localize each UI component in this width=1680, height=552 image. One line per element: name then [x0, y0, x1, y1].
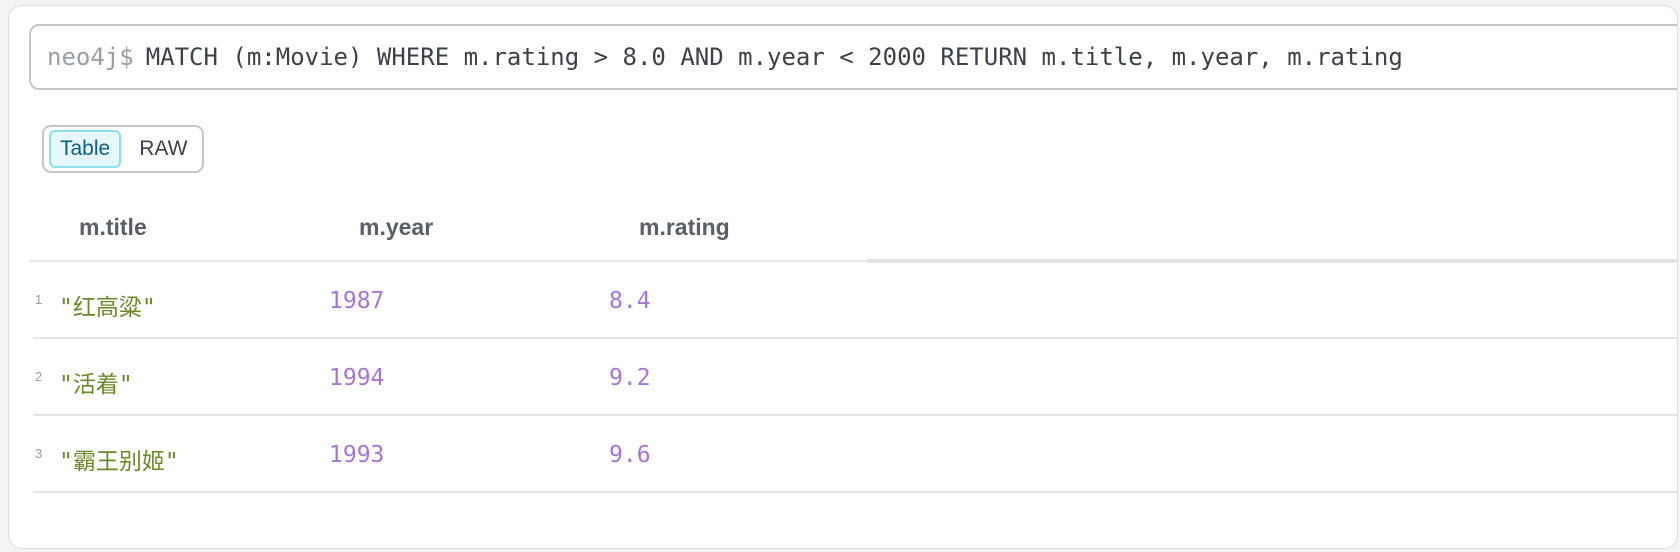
- row-divider: [33, 414, 1677, 416]
- view-toggle: Table RAW: [42, 125, 205, 173]
- header-divider: [29, 260, 869, 262]
- row-index: 1: [35, 292, 43, 307]
- header-divider-right: [867, 259, 1677, 263]
- cell-rating: 8.4: [609, 288, 651, 314]
- row-index: 3: [35, 446, 43, 461]
- query-prompt: neo4j$: [47, 43, 134, 71]
- query-editor[interactable]: neo4j$ MATCH (m:Movie) WHERE m.rating > …: [29, 24, 1677, 90]
- row-divider: [33, 337, 1677, 339]
- cell-year: 1994: [329, 365, 385, 391]
- tab-raw[interactable]: RAW: [139, 137, 188, 160]
- column-header-year: m.year: [359, 214, 434, 240]
- column-header-title: m.title: [79, 214, 147, 240]
- cell-year: 1993: [329, 442, 385, 468]
- table-row: 1 "红高粱" 1987 8.4: [29, 262, 1677, 339]
- cell-title: "活着": [59, 372, 133, 398]
- row-index: 2: [35, 369, 43, 384]
- cell-title: "红高粱": [59, 295, 156, 321]
- cell-rating: 9.2: [609, 365, 651, 391]
- result-card: neo4j$ MATCH (m:Movie) WHERE m.rating > …: [8, 5, 1678, 549]
- row-divider: [33, 491, 1677, 493]
- table-row: 3 "霸王别姬" 1993 9.6: [29, 416, 1677, 493]
- column-header-rating: m.rating: [639, 214, 730, 240]
- cell-year: 1987: [329, 288, 385, 314]
- query-text[interactable]: MATCH (m:Movie) WHERE m.rating > 8.0 AND…: [145, 43, 1403, 71]
- table-row: 2 "活着" 1994 9.2: [29, 339, 1677, 416]
- cell-rating: 9.6: [609, 442, 651, 468]
- cell-title: "霸王别姬": [59, 449, 179, 475]
- tab-table[interactable]: Table: [49, 130, 122, 168]
